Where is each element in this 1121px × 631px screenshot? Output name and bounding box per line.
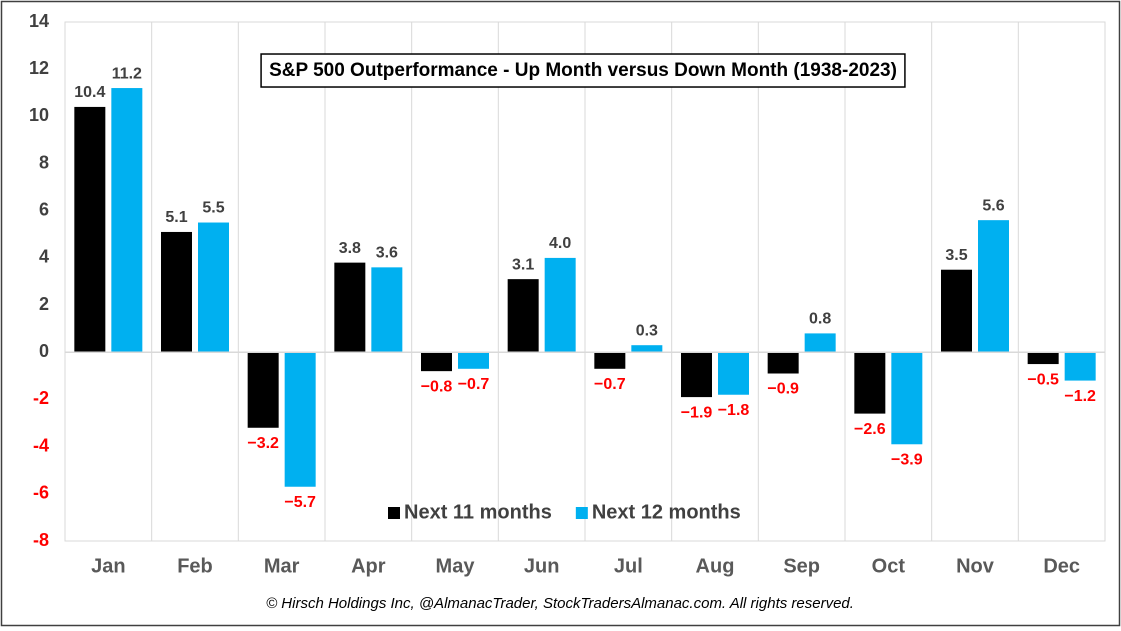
data-label: 3.1 bbox=[512, 256, 534, 273]
data-label: −3.2 bbox=[247, 435, 279, 452]
x-tick-label: Sep bbox=[783, 555, 820, 577]
bar bbox=[111, 88, 143, 353]
legend-swatch bbox=[388, 507, 400, 519]
x-tick-label: Feb bbox=[177, 555, 213, 577]
title-box bbox=[260, 53, 906, 88]
source-note: © Hirsch Holdings Inc, @AlmanacTrader, S… bbox=[266, 595, 854, 612]
data-label: 3.5 bbox=[945, 247, 967, 264]
data-label: −0.7 bbox=[594, 376, 626, 393]
legend-swatch bbox=[575, 507, 588, 519]
data-label: 4.0 bbox=[549, 235, 571, 252]
data-label: −5.7 bbox=[284, 494, 316, 511]
legend-label: Next 11 months bbox=[404, 501, 552, 523]
bar bbox=[1027, 352, 1059, 365]
data-label: 3.6 bbox=[376, 245, 398, 262]
y-tick-label: 2 bbox=[39, 294, 49, 314]
data-label: 10.4 bbox=[74, 84, 105, 101]
bar bbox=[631, 345, 663, 353]
bar bbox=[507, 279, 539, 353]
bar bbox=[804, 333, 836, 353]
x-tick-label: May bbox=[436, 555, 476, 577]
bar bbox=[198, 222, 229, 353]
bar bbox=[544, 257, 576, 353]
data-label: −1.8 bbox=[718, 402, 750, 419]
bar bbox=[767, 352, 799, 374]
data-label: 5.6 bbox=[982, 197, 1004, 214]
x-tick-label: Jul bbox=[614, 555, 643, 577]
bar bbox=[941, 269, 972, 353]
data-label: −2.6 bbox=[854, 421, 886, 438]
bar bbox=[284, 352, 316, 487]
x-tick-label: Nov bbox=[956, 555, 995, 577]
data-label: 3.8 bbox=[339, 240, 361, 257]
y-tick-label: -6 bbox=[33, 483, 49, 503]
bar bbox=[458, 352, 489, 369]
bar bbox=[891, 352, 923, 445]
data-label: 5.5 bbox=[202, 200, 224, 217]
y-tick-label: 10 bbox=[29, 105, 49, 125]
y-tick-label: -2 bbox=[33, 388, 49, 408]
data-label: −0.5 bbox=[1027, 371, 1059, 388]
bar bbox=[854, 352, 886, 414]
bar bbox=[718, 352, 749, 395]
x-tick-label: Apr bbox=[351, 555, 386, 577]
data-label: 0.8 bbox=[809, 311, 831, 328]
y-tick-label: -8 bbox=[33, 530, 49, 550]
data-label: −3.9 bbox=[891, 451, 923, 468]
y-tick-label: -4 bbox=[33, 435, 49, 455]
bar bbox=[334, 262, 366, 353]
bar bbox=[978, 220, 1009, 353]
x-tick-label: Dec bbox=[1043, 555, 1080, 577]
x-tick-label: Mar bbox=[264, 555, 300, 577]
data-label: −0.7 bbox=[458, 376, 490, 393]
bar bbox=[1064, 352, 1096, 381]
data-label: −0.8 bbox=[421, 378, 453, 395]
bar bbox=[161, 231, 192, 353]
x-tick-label: Oct bbox=[872, 555, 906, 577]
bar bbox=[421, 352, 452, 372]
data-label: 11.2 bbox=[112, 65, 142, 82]
y-tick-label: 4 bbox=[39, 247, 49, 267]
data-label: −1.9 bbox=[681, 404, 713, 421]
data-label: 0.3 bbox=[636, 322, 658, 339]
bar bbox=[681, 352, 712, 398]
legend-label: Next 12 months bbox=[592, 501, 741, 523]
bar bbox=[74, 106, 106, 353]
y-tick-label: 6 bbox=[39, 199, 49, 219]
data-label: −1.2 bbox=[1064, 388, 1096, 405]
y-tick-label: 8 bbox=[39, 152, 49, 172]
x-tick-label: Aug bbox=[696, 555, 735, 577]
bar bbox=[594, 352, 626, 369]
x-tick-label: Jan bbox=[91, 555, 125, 577]
bar bbox=[371, 267, 403, 353]
data-label: 5.1 bbox=[165, 209, 187, 226]
y-tick-label: 0 bbox=[39, 341, 49, 361]
data-label: −0.9 bbox=[767, 381, 799, 398]
chart-title: S&P 500 Outperformance - Up Month versus… bbox=[269, 60, 897, 81]
x-tick-label: Jun bbox=[524, 555, 560, 577]
y-tick-label: 14 bbox=[29, 11, 49, 31]
y-tick-label: 12 bbox=[29, 58, 49, 78]
bar bbox=[247, 352, 279, 428]
